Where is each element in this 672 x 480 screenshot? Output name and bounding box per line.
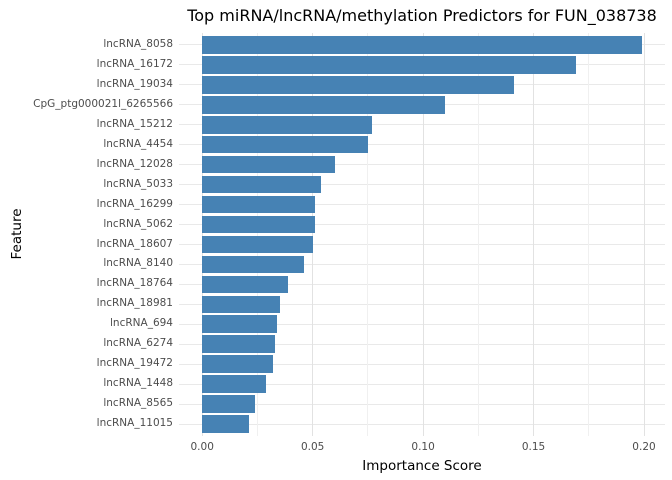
bar [202,175,322,194]
v-gridline-major [201,33,203,436]
y-tick-label: lncRNA_18981 [96,297,173,310]
bar [202,135,368,154]
y-tick-label: lncRNA_6274 [103,337,173,350]
plot-area [179,33,665,436]
h-gridline [179,323,665,325]
h-gridline [179,184,665,186]
v-gridline-major [422,33,424,436]
x-tick-label: 0.20 [632,441,656,453]
bar [202,415,249,433]
y-tick-label: lncRNA_694 [110,317,173,330]
bar [202,375,267,393]
h-gridline [179,383,665,385]
bar [202,255,304,274]
chart-title: Top miRNA/lncRNA/methylation Predictors … [187,6,657,25]
bar [202,235,313,254]
v-gridline-minor [256,33,258,436]
y-tick-label: lncRNA_15212 [96,117,173,130]
bar [202,215,315,234]
h-gridline [179,204,665,206]
bar [202,355,273,373]
y-tick-label: lncRNA_19034 [96,77,173,90]
y-axis-tick-labels: lncRNA_8058 lncRNA_16172 lncRNA_19034 CpG_p… [0,33,173,436]
bar [202,335,276,353]
h-gridline [179,423,665,425]
bar [202,36,642,54]
y-tick-label: lncRNA_16172 [96,57,173,70]
y-tick-label: lncRNA_4454 [103,137,173,150]
bar [202,96,446,114]
bar [202,275,289,294]
v-gridline-major [533,33,535,436]
v-gridline-minor [367,33,369,436]
bar [202,195,315,214]
bar [202,115,373,134]
x-tick-label: 0.10 [411,441,435,453]
h-gridline [179,263,665,265]
bar [202,76,514,94]
v-gridline-major [643,33,645,436]
bar [202,395,256,413]
h-gridline [179,164,665,166]
y-tick-label: lncRNA_1448 [103,377,173,390]
h-gridline [179,403,665,405]
x-tick-label: 0.05 [300,441,325,453]
y-tick-label: lncRNA_18607 [96,237,173,250]
h-gridline [179,283,665,285]
y-tick-label: lncRNA_5033 [103,177,173,190]
y-tick-label: lncRNA_8058 [103,37,173,50]
y-tick-label: lncRNA_12028 [96,157,173,170]
y-tick-label: lncRNA_19472 [96,357,173,370]
x-axis-title: Importance Score [362,458,482,474]
h-gridline [179,243,665,245]
y-tick-label: lncRNA_8565 [103,397,173,410]
bar [202,56,576,74]
bar [202,295,280,314]
bar [202,315,278,334]
v-gridline-major [312,33,314,436]
h-gridline [179,363,665,365]
y-tick-label: lncRNA_5062 [103,217,173,230]
x-tick-label: 0.15 [521,441,546,453]
h-gridline [179,144,665,146]
h-gridline [179,303,665,305]
y-tick-label: lncRNA_18764 [96,277,173,290]
x-tick-label: 0.00 [190,441,214,453]
v-gridline-minor [477,33,479,436]
y-tick-label: lncRNA_16299 [96,197,173,210]
h-gridline [179,124,665,126]
x-axis-tick-labels: 0.00 0.05 0.10 0.15 0.20 [179,440,665,454]
h-gridline [179,224,665,226]
y-tick-label: CpG_ptg000021l_6265566 [33,97,173,110]
v-gridline-minor [588,33,590,436]
y-tick-label: lncRNA_8140 [103,257,173,270]
y-tick-label: lncRNA_11015 [96,417,173,430]
h-gridline [179,343,665,345]
bar [202,155,335,174]
